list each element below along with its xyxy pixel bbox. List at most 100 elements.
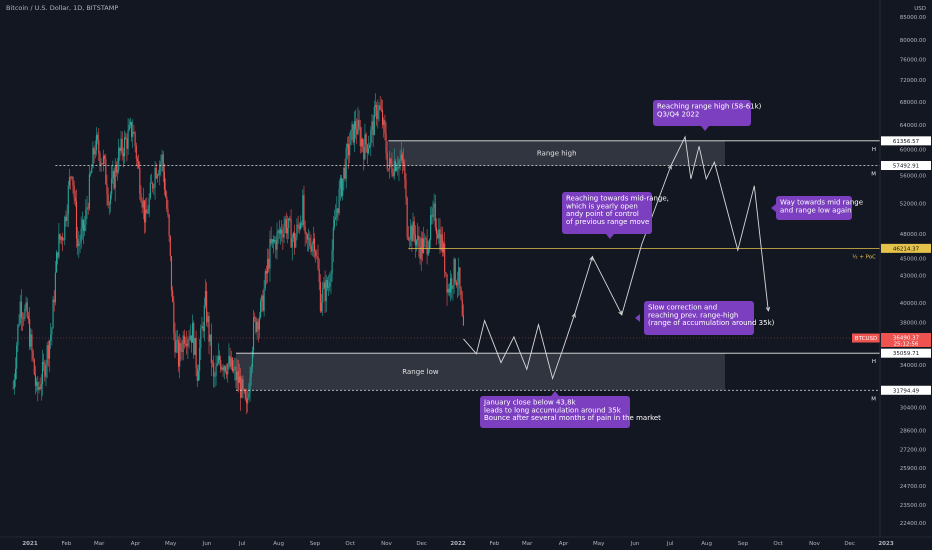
candle-body [219, 356, 221, 361]
candle-body [297, 224, 299, 226]
candle-body [433, 203, 435, 208]
annotation-text-0: Q3/Q4 2022 [657, 110, 699, 118]
candle-body [147, 213, 149, 214]
candle-body [210, 334, 212, 363]
candle-body [362, 138, 364, 147]
candle-body [98, 139, 100, 154]
candle-body [298, 225, 300, 229]
candle-body [153, 187, 155, 189]
candle-body [155, 167, 157, 179]
candle-body [196, 367, 198, 381]
candle-body [238, 376, 241, 383]
candle-body [173, 302, 175, 333]
candle-body [254, 317, 256, 318]
projection-arrow-3 [667, 164, 672, 170]
candle-body [105, 158, 107, 185]
candle-body [192, 323, 194, 343]
candle-body [453, 259, 455, 287]
candle-body [457, 283, 459, 286]
candle-body [131, 122, 133, 137]
price-tick-13: 45000.00 [900, 256, 927, 262]
candle-body [244, 390, 246, 400]
price-tick-12: 43000.00 [900, 274, 927, 280]
time-tick-21: Oct [773, 541, 783, 547]
candle-body [208, 316, 210, 342]
candle-body [159, 164, 161, 175]
candle-body [29, 319, 31, 347]
candle-body [397, 167, 399, 169]
candle-body [213, 362, 215, 377]
candle-body [371, 121, 373, 130]
candle-body [228, 355, 230, 364]
time-tick-16: May [593, 541, 605, 547]
candle-body [23, 318, 25, 319]
candle-body [247, 397, 249, 404]
annotation-text-2: and range low again [780, 206, 852, 214]
range-zone-1 [235, 353, 725, 391]
level-price-tag-bg-3 [881, 348, 931, 358]
time-tick-18: Jul [666, 541, 674, 547]
currency-label: USD [914, 6, 926, 12]
candle-body [322, 288, 324, 303]
price-tick-5: 28600.00 [900, 428, 927, 434]
annotation-pointer-3 [635, 314, 640, 322]
candle-body [330, 273, 332, 283]
candle-body [63, 239, 65, 241]
symbol-tag-bg [852, 333, 880, 343]
candle-body [310, 245, 312, 252]
price-tick-15: 52000.00 [900, 202, 927, 208]
candle-body [374, 105, 377, 107]
candle-body [221, 367, 223, 370]
candle-body [337, 208, 339, 213]
current-price-countdown: 25:12:56 [894, 342, 919, 348]
level-tag-0: H [872, 147, 876, 153]
candle-body [311, 243, 313, 252]
candle-body [342, 178, 344, 196]
candle-body [390, 158, 392, 164]
candle-body [203, 305, 205, 332]
annotation-text-3: Slow correction and [648, 304, 717, 312]
annotation-text-2: Way towards mid range [780, 199, 863, 207]
candle-body [452, 286, 454, 289]
candle-body [364, 134, 366, 160]
candle-body [305, 233, 307, 235]
candle-body [86, 207, 88, 210]
candle-body [290, 219, 292, 248]
candle-body [104, 155, 106, 159]
candle-body [353, 121, 355, 143]
candle-body [181, 350, 183, 353]
candle-body [260, 300, 262, 318]
candle-body [373, 106, 375, 136]
candle-body [108, 204, 110, 205]
candle-body [326, 280, 328, 288]
candle-body [73, 185, 75, 198]
candle-body [111, 178, 113, 195]
candle-body [275, 240, 277, 250]
level-tag-2: ½ + PoC [852, 253, 876, 260]
time-tick-5: Jun [202, 541, 212, 547]
price-tick-20: 72000.00 [900, 78, 927, 84]
candle-body [299, 223, 302, 229]
candle-body [249, 377, 251, 393]
candle-body [31, 334, 33, 352]
candle-body [65, 216, 67, 221]
candle-body [360, 138, 362, 147]
price-tick-16: 56000.00 [900, 173, 927, 179]
candle-body [316, 256, 318, 257]
candle-body [119, 148, 121, 152]
candle-body [367, 148, 370, 154]
candle-body [340, 177, 343, 196]
level-price-tag-1: 57492.91 [893, 164, 919, 170]
candle-body [43, 362, 45, 364]
candle-body [54, 272, 56, 303]
candle-body [288, 218, 290, 228]
time-tick-3: Apr [131, 541, 141, 547]
level-price-tag-4: 31794.49 [893, 388, 920, 394]
candle-body [138, 160, 140, 168]
projection-arrow-0 [571, 312, 576, 318]
candle-body [233, 368, 235, 371]
candle-body [292, 232, 294, 238]
candle-body [222, 367, 224, 371]
candle-body [345, 148, 347, 179]
